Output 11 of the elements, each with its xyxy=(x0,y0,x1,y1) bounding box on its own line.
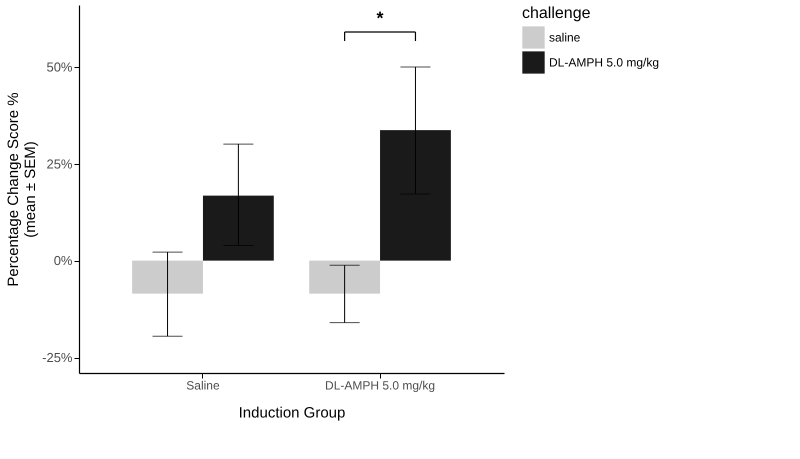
y-axis-title: Percentage Change Score % (mean ± SEM) xyxy=(5,92,40,287)
y-tick-label: -25% xyxy=(42,350,73,366)
y-tick-label: 0% xyxy=(54,253,73,268)
y-tick-label: 50% xyxy=(46,59,73,74)
x-axis-title: Induction Group xyxy=(238,404,346,422)
y-tick-label: 25% xyxy=(46,156,73,172)
legend-title: challenge xyxy=(522,5,591,22)
x-tick-label: Saline xyxy=(186,378,220,392)
annotation: * xyxy=(376,8,384,28)
legend-label: saline xyxy=(549,30,581,44)
legend-label: DL-AMPH 5.0 mg/kg xyxy=(549,56,660,70)
